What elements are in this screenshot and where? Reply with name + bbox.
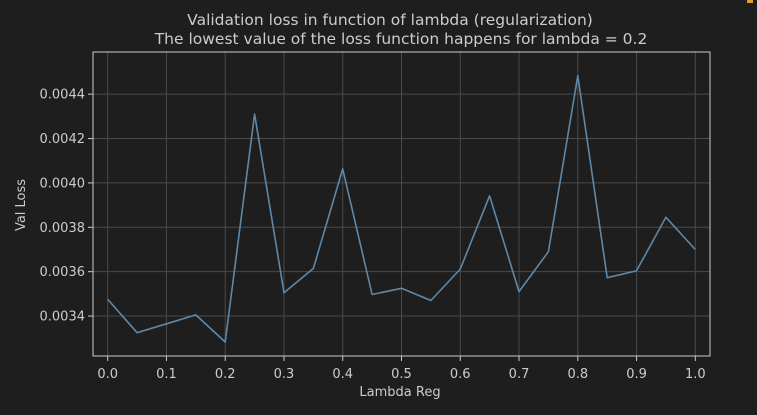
- y-tick-label: 0.0040: [40, 176, 86, 191]
- x-tick-label: 0.8: [567, 367, 588, 382]
- y-axis-ticks: 0.0034 0.0036 0.0038 0.0040 0.0042 0.0044: [40, 88, 93, 325]
- y-tick-label: 0.0034: [40, 310, 86, 325]
- x-tick-label: 0.0: [97, 367, 118, 382]
- val-loss-line: [107, 74, 696, 343]
- chart-title: Validation loss in function of lambda (r…: [187, 11, 593, 29]
- x-tick-label: 0.2: [215, 367, 236, 382]
- grid: [93, 52, 710, 356]
- x-tick-label: 0.4: [332, 367, 353, 382]
- y-axis-label: Val Loss: [14, 179, 29, 231]
- x-axis-ticks: 0.0 0.1 0.2 0.3 0.4 0.5 0.6 0.7 0.8 0.9 1.0: [97, 356, 706, 382]
- y-tick-label: 0.0038: [40, 221, 86, 236]
- x-axis-label: Lambda Reg: [359, 385, 440, 400]
- chart-subtitle: The lowest value of the loss function ha…: [154, 30, 648, 48]
- x-tick-label: 0.3: [274, 367, 295, 382]
- x-tick-label: 0.5: [391, 367, 412, 382]
- x-tick-label: 0.1: [156, 367, 177, 382]
- x-tick-label: 0.7: [509, 367, 530, 382]
- x-tick-label: 0.9: [626, 367, 647, 382]
- y-tick-label: 0.0036: [40, 265, 86, 280]
- corner-indicator: [747, 0, 753, 3]
- x-tick-label: 0.6: [450, 367, 471, 382]
- y-tick-label: 0.0044: [40, 88, 86, 103]
- y-tick-label: 0.0042: [40, 132, 86, 147]
- x-tick-label: 1.0: [685, 367, 706, 382]
